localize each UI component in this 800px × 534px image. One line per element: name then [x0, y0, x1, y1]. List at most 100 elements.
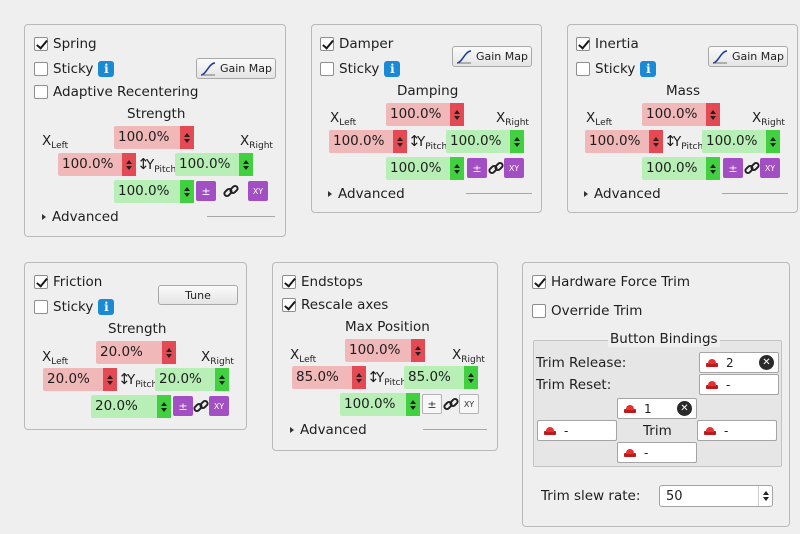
inertia-symmetric-button[interactable]: ±: [723, 158, 743, 178]
y-pitch-label: YPitch: [146, 157, 177, 175]
trim-left-binding[interactable]: -: [537, 420, 617, 441]
inertia-bottom-spinbox[interactable]: 100.0%: [642, 157, 720, 180]
info-icon[interactable]: i: [640, 61, 657, 77]
endstops-symmetric-button[interactable]: ±: [422, 394, 442, 414]
trim-slew-rate-spinbox[interactable]: 50: [659, 485, 773, 507]
spring-top-spinbox[interactable]: 100.0%: [114, 126, 194, 149]
damper-top-spinbox[interactable]: 100.0%: [386, 103, 464, 126]
x-left-label: XLeft: [330, 110, 357, 128]
spin-arrows-icon[interactable]: [239, 153, 253, 176]
joystick-button-icon: [706, 380, 718, 389]
inertia-checkbox[interactable]: Inertia: [576, 36, 639, 52]
damper-gain-map-button[interactable]: Gain Map: [452, 46, 532, 67]
inertia-left-spinbox[interactable]: 100.0%: [585, 130, 663, 153]
friction-bottom-spinbox[interactable]: 20.0%: [91, 395, 171, 418]
friction-left-spinbox[interactable]: 20.0%: [43, 368, 117, 391]
divider: [423, 429, 487, 430]
x-right-label: XRight: [201, 349, 234, 367]
trim-release-binding[interactable]: 2 ✕: [699, 352, 779, 373]
x-left-label: XLeft: [586, 110, 613, 128]
x-left-label: XLeft: [290, 347, 317, 365]
spring-advanced-toggle[interactable]: Advanced: [42, 209, 119, 225]
curve-icon: [200, 61, 216, 76]
spring-checkbox[interactable]: Spring: [34, 36, 97, 52]
updown-arrow-icon: ↕: [367, 368, 380, 386]
info-icon[interactable]: i: [98, 61, 115, 77]
spring-right-spinbox[interactable]: 100.0%: [175, 153, 253, 176]
override-trim-checkbox[interactable]: Override Trim: [532, 303, 642, 319]
friction-top-spinbox[interactable]: 20.0%: [96, 341, 176, 364]
joystick-button-icon: [624, 448, 636, 457]
spring-symmetric-button[interactable]: ±: [196, 181, 216, 201]
endstops-bottom-spinbox[interactable]: 100.0%: [340, 393, 420, 416]
damper-bottom-spinbox[interactable]: 100.0%: [386, 157, 464, 180]
inertia-advanced-toggle[interactable]: Advanced: [584, 186, 661, 202]
friction-sticky-checkbox[interactable]: Sticky i: [34, 299, 115, 315]
x-right-label: XRight: [496, 110, 529, 128]
hardware-force-trim-checkbox[interactable]: Hardware Force Trim: [532, 274, 690, 290]
chevron-right-icon: [42, 214, 46, 220]
damper-advanced-toggle[interactable]: Advanced: [328, 186, 405, 202]
curve-icon: [712, 49, 728, 64]
spring-sticky-checkbox[interactable]: Sticky i: [34, 61, 115, 77]
link-icon[interactable]: [744, 160, 760, 176]
trim-down-binding[interactable]: -: [617, 442, 697, 463]
damper-symmetric-button[interactable]: ±: [467, 158, 487, 178]
trim-right-binding[interactable]: -: [697, 420, 777, 441]
friction-symmetric-button[interactable]: ±: [173, 396, 193, 416]
spring-gain-map-button[interactable]: Gain Map: [196, 58, 276, 79]
info-icon[interactable]: i: [98, 299, 115, 315]
spring-left-spinbox[interactable]: 100.0%: [58, 153, 136, 176]
clear-icon[interactable]: ✕: [677, 401, 692, 416]
trim-reset-label: Trim Reset:: [536, 377, 612, 393]
inertia-sticky-checkbox[interactable]: Sticky i: [576, 61, 657, 77]
link-icon[interactable]: [443, 396, 459, 412]
inertia-xy-button[interactable]: XY: [760, 158, 780, 178]
trim-up-binding[interactable]: 1 ✕: [617, 398, 697, 419]
friction-right-spinbox[interactable]: 20.0%: [155, 368, 229, 391]
damper-xy-button[interactable]: XY: [504, 158, 524, 178]
endstops-advanced-toggle[interactable]: Advanced: [290, 422, 367, 438]
spin-arrows-icon[interactable]: [180, 126, 194, 149]
link-icon[interactable]: [193, 398, 209, 414]
link-icon[interactable]: [223, 183, 239, 199]
updown-arrow-icon: ↕: [118, 370, 131, 388]
friction-checkbox[interactable]: Friction: [34, 274, 102, 290]
spring-bottom-spinbox[interactable]: 100.0%: [114, 180, 194, 203]
spring-xy-button[interactable]: XY: [248, 181, 268, 201]
updown-arrow-icon: ↕: [137, 155, 150, 173]
inertia-top-spinbox[interactable]: 100.0%: [642, 103, 720, 126]
clear-icon[interactable]: ✕: [759, 355, 774, 370]
friction-xy-button[interactable]: XY: [209, 396, 229, 416]
x-right-label: XRight: [452, 347, 485, 365]
inertia-mass-label: Mass: [666, 83, 700, 99]
x-left-label: XLeft: [42, 133, 69, 151]
rescale-axes-checkbox[interactable]: Rescale axes: [282, 297, 388, 313]
damper-checkbox[interactable]: Damper: [320, 36, 393, 52]
max-position-label: Max Position: [345, 319, 430, 335]
inertia-gain-map-button[interactable]: Gain Map: [708, 46, 788, 67]
link-icon[interactable]: [488, 160, 504, 176]
joystick-button-icon: [704, 426, 716, 435]
joystick-button-icon: [624, 404, 636, 413]
damper-right-spinbox[interactable]: 100.0%: [446, 130, 524, 153]
endstops-checkbox[interactable]: Endstops: [282, 274, 363, 290]
spin-arrows-icon[interactable]: [122, 153, 136, 176]
endstops-xy-button[interactable]: XY: [459, 394, 479, 414]
spin-arrows-icon[interactable]: [758, 486, 772, 506]
damper-left-spinbox[interactable]: 100.0%: [329, 130, 407, 153]
endstops-top-spinbox[interactable]: 100.0%: [345, 339, 425, 362]
trim-reset-binding[interactable]: -: [699, 374, 779, 395]
trim-slew-rate-label: Trim slew rate:: [541, 488, 641, 504]
inertia-right-spinbox[interactable]: 100.0%: [702, 130, 780, 153]
spin-arrows-icon[interactable]: [180, 180, 194, 203]
adaptive-recentering-checkbox[interactable]: Adaptive Recentering: [34, 84, 198, 100]
endstops-left-spinbox[interactable]: 85.0%: [292, 366, 366, 389]
x-left-label: XLeft: [42, 349, 69, 367]
curve-icon: [456, 49, 472, 64]
endstops-right-spinbox[interactable]: 85.0%: [404, 366, 478, 389]
damper-sticky-checkbox[interactable]: Sticky i: [320, 61, 401, 77]
trim-release-label: Trim Release:: [536, 355, 627, 371]
info-icon[interactable]: i: [384, 61, 401, 77]
friction-tune-button[interactable]: Tune: [158, 285, 238, 305]
